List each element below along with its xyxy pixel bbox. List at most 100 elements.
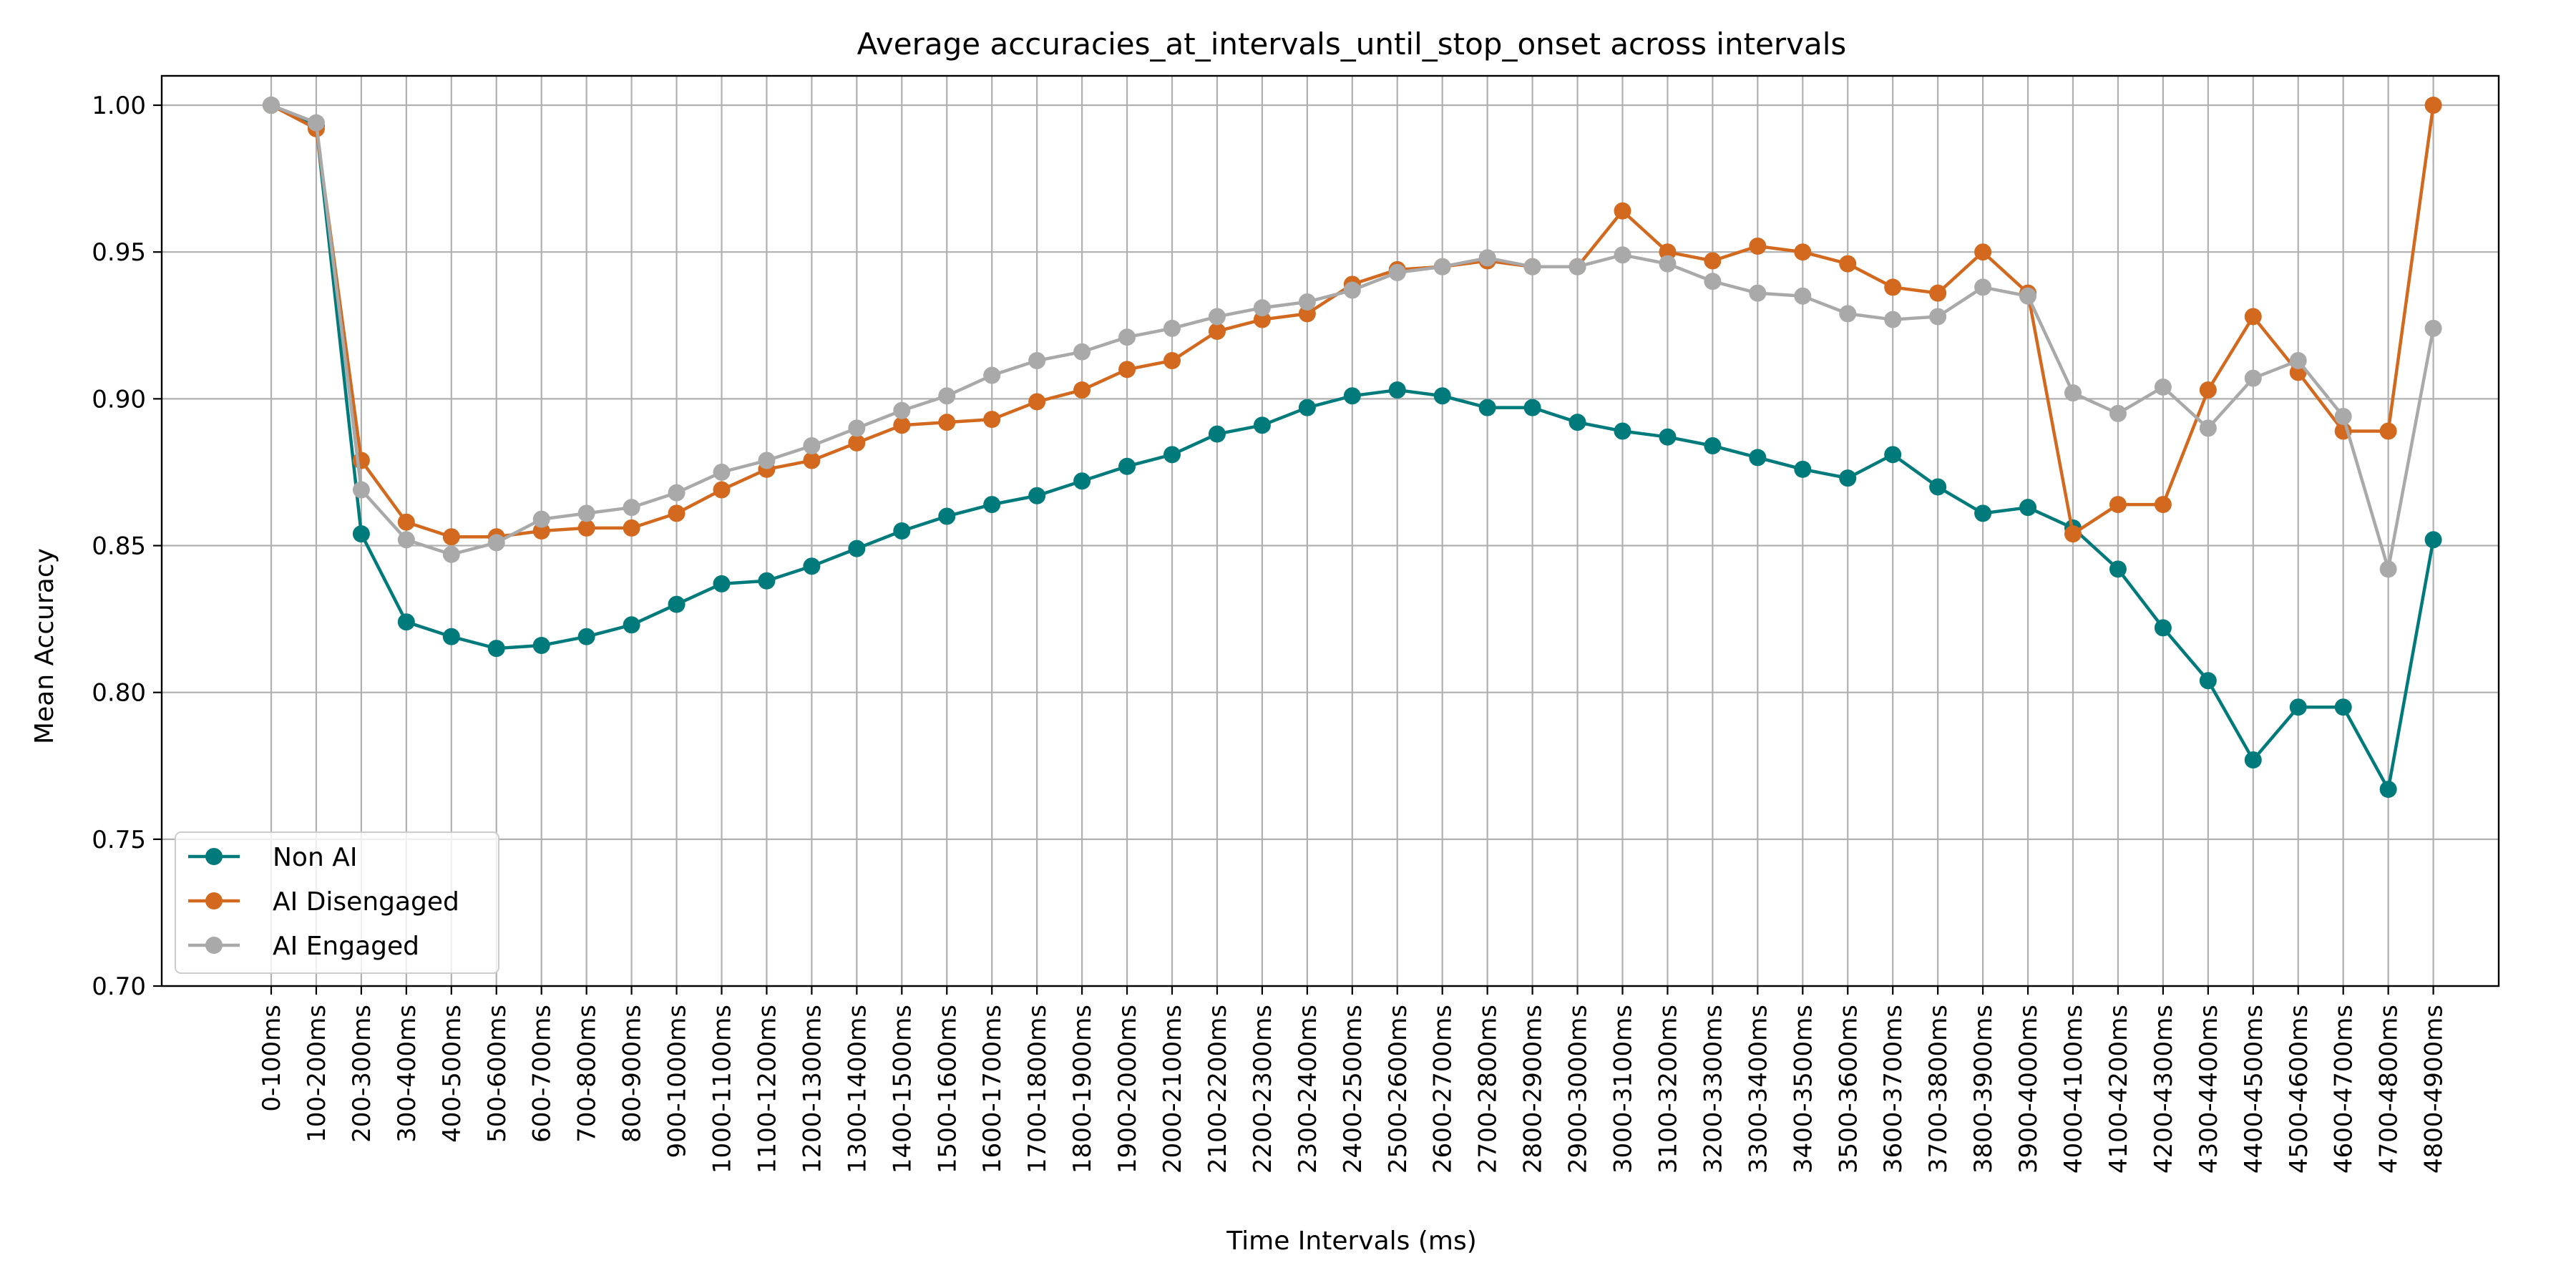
data-point [1659, 255, 1677, 273]
data-point [1704, 273, 1722, 291]
data-point [352, 452, 370, 469]
x-tick-label: 2200-2300ms [1249, 1005, 1277, 1174]
data-point [1478, 399, 1496, 416]
data-point [1614, 246, 1631, 264]
legend-item: AI Engaged [188, 932, 419, 961]
legend-box [175, 831, 499, 974]
data-point [2244, 369, 2262, 387]
y-tick-label: 0.75 [92, 826, 146, 854]
data-point [1028, 352, 1046, 370]
data-point [1208, 322, 1226, 340]
data-point [1839, 255, 1857, 273]
x-tick-label: 400-500ms [438, 1005, 467, 1143]
x-tick-label: 2300-2400ms [1294, 1005, 1322, 1174]
data-point [577, 628, 595, 645]
data-point [2154, 619, 2172, 637]
x-tick-label: 0-100ms [258, 1005, 286, 1112]
x-tick-label: 1100-1200ms [753, 1005, 781, 1174]
data-point [1659, 243, 1677, 261]
grid-layer [162, 76, 2499, 987]
data-point [1884, 278, 1902, 296]
data-point [1433, 387, 1451, 405]
data-point [893, 522, 911, 540]
x-tick-label: 1500-1600ms [933, 1005, 962, 1174]
y-tick-label: 0.95 [92, 238, 146, 267]
data-point [1974, 504, 1992, 522]
data-point [1163, 319, 1181, 337]
legend: Non AI AI Disengaged AI Engaged [175, 831, 499, 974]
x-tick-label: 2000-2100ms [1158, 1005, 1187, 1174]
data-point [2154, 378, 2172, 396]
data-point [2244, 308, 2262, 326]
data-point [1614, 422, 1631, 440]
data-point [1794, 243, 1812, 261]
series-layer [263, 97, 2442, 799]
data-point [532, 637, 550, 655]
data-point [1343, 281, 1361, 299]
data-point [2064, 384, 2082, 402]
chart-title: Average accuracies_at_intervals_until_st… [857, 26, 1847, 62]
data-point [1929, 284, 1947, 302]
x-axis-title: Time Intervals (ms) [1226, 1226, 1477, 1256]
data-point [803, 452, 821, 469]
data-point [2154, 496, 2172, 514]
data-point [713, 463, 731, 481]
data-point [848, 434, 866, 452]
data-point [1568, 258, 1586, 275]
data-point [1253, 311, 1271, 328]
data-point [2379, 422, 2397, 440]
data-point [2334, 698, 2352, 716]
legend-label: Non AI [273, 843, 357, 872]
data-point [2424, 531, 2442, 549]
data-point [2424, 97, 2442, 114]
data-point [803, 437, 821, 455]
series-ai-engaged [263, 97, 2442, 578]
data-point [1388, 381, 1406, 399]
data-point [263, 97, 280, 114]
data-point [1839, 305, 1857, 323]
data-point [352, 481, 370, 499]
data-point [2109, 496, 2127, 514]
x-tick-label: 1800-1900ms [1068, 1005, 1097, 1174]
x-tick-label: 600-700ms [528, 1005, 557, 1143]
x-tick-label: 1000-1100ms [708, 1005, 737, 1174]
data-point [713, 575, 731, 592]
data-point [1884, 311, 1902, 328]
data-point [1118, 328, 1136, 346]
data-point [1208, 425, 1226, 443]
legend-item: Non AI [188, 843, 357, 872]
data-point [2289, 698, 2307, 716]
x-tick-label: 3000-3100ms [1609, 1005, 1638, 1174]
data-point [848, 419, 866, 437]
x-tick-label: 1700-1800ms [1023, 1005, 1052, 1174]
data-point [758, 572, 776, 590]
data-point [1794, 460, 1812, 478]
y-tick-label: 1.00 [92, 92, 146, 120]
data-point [668, 484, 686, 502]
data-point [1163, 352, 1181, 370]
plot-area-frame [160, 74, 2500, 987]
x-tick-label: 2800-2900ms [1519, 1005, 1548, 1174]
data-point [1749, 449, 1767, 467]
data-point [1974, 278, 1992, 296]
x-tick-label: 1400-1500ms [888, 1005, 917, 1174]
x-tick-label: 1900-2000ms [1113, 1005, 1142, 1174]
data-point [2064, 525, 2082, 543]
x-tick-label: 3700-3800ms [1924, 1005, 1953, 1174]
x-tick-label: 2500-2600ms [1384, 1005, 1413, 1174]
data-point [2289, 352, 2307, 370]
tick-layer: 0-100ms 100-200ms 200-300ms 300-400ms 400-50… [92, 92, 2448, 1174]
x-tick-label: 4100-4200ms [2104, 1005, 2133, 1174]
data-point [1028, 487, 1046, 504]
legend-marker [205, 848, 223, 865]
x-tick-label: 4200-4300ms [2150, 1005, 2178, 1174]
data-point [758, 452, 776, 469]
x-tick-label: 3900-4000ms [2014, 1005, 2043, 1174]
data-point [1253, 299, 1271, 317]
x-tick-label: 3600-3700ms [1879, 1005, 1908, 1174]
legend-marker [205, 937, 223, 954]
x-tick-label: 1200-1300ms [798, 1005, 826, 1174]
x-tick-label: 4700-4800ms [2375, 1005, 2404, 1174]
x-tick-label: 1600-1700ms [978, 1005, 1007, 1174]
